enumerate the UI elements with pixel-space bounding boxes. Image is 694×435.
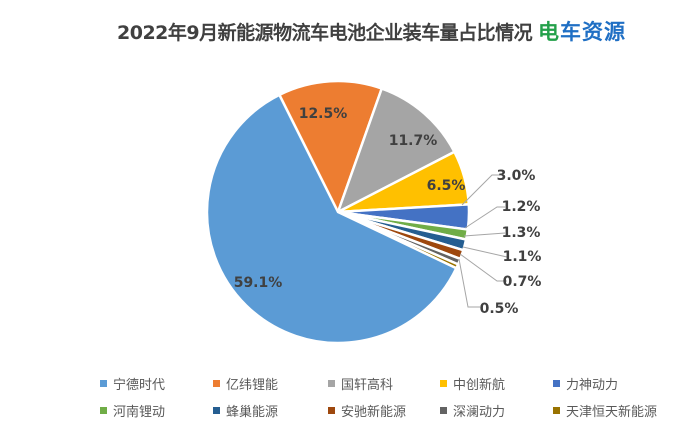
legend-swatch-icon <box>328 380 335 387</box>
legend-item: 河南锂动 <box>100 401 165 420</box>
data-label: 0.7% <box>503 274 542 290</box>
legend-label: 蜂巢能源 <box>226 405 279 420</box>
leader-line <box>463 232 506 237</box>
legend-label: 深澜动力 <box>453 405 506 420</box>
legend-swatch-icon <box>440 380 447 387</box>
legend-label: 中创新航 <box>453 378 506 393</box>
data-label: 11.7% <box>389 133 438 149</box>
chart-title: 2022年9月新能源物流车电池企业装车量占比情况 <box>117 22 533 44</box>
legend-item: 亿纬锂能 <box>213 374 278 393</box>
legend-item: 中创新航 <box>440 374 505 393</box>
data-label: 59.1% <box>234 275 283 291</box>
chart-header: 2022年9月新能源物流车电池企业装车量占比情况 电车资源 <box>0 14 694 48</box>
legend-item: 力神动力 <box>553 374 618 393</box>
logo-part-2: 车资源 <box>560 20 626 44</box>
legend-swatch-icon <box>440 407 447 414</box>
leader-line <box>464 206 505 229</box>
legend-item: 蜂巢能源 <box>213 401 278 420</box>
legend-swatch-icon <box>328 407 335 414</box>
leader-line <box>461 174 500 206</box>
legend-item: 宁德时代 <box>100 374 165 393</box>
legend-label: 天津恒天新能源 <box>566 405 658 420</box>
legend-item: 安驰新能源 <box>328 401 406 420</box>
legend-label: 力神动力 <box>566 378 619 393</box>
legend-swatch-icon <box>553 407 560 414</box>
data-label: 3.0% <box>497 168 536 184</box>
leader-line <box>458 258 480 308</box>
legend-label: 宁德时代 <box>113 378 166 393</box>
legend-swatch-icon <box>553 380 560 387</box>
legend-label: 河南锂动 <box>113 405 166 420</box>
legend-swatch-icon <box>213 407 220 414</box>
legend-item: 天津恒天新能源 <box>553 401 657 420</box>
pie-slice-9 <box>205 93 458 345</box>
brand-logo: 电车资源 <box>538 16 626 46</box>
legend-swatch-icon <box>100 407 107 414</box>
data-label: 1.2% <box>502 199 541 215</box>
legend-label: 安驰新能源 <box>341 405 407 420</box>
pie-slice-1 <box>336 87 456 214</box>
legend-label: 亿纬锂能 <box>226 378 279 393</box>
data-label: 1.3% <box>502 225 541 241</box>
pie-slice-0 <box>278 79 383 214</box>
legend-item: 深澜动力 <box>440 401 505 420</box>
data-label: 6.5% <box>427 178 466 194</box>
logo-part-1: 电 <box>538 20 560 44</box>
pie-slices <box>205 79 471 345</box>
legend-swatch-icon <box>100 380 107 387</box>
data-label: 12.5% <box>299 106 348 122</box>
legend-item: 国轩高科 <box>328 374 393 393</box>
legend-label: 国轩高科 <box>341 378 394 393</box>
leader-line <box>459 253 507 282</box>
data-label: 1.1% <box>503 249 542 265</box>
legend-swatch-icon <box>213 380 220 387</box>
data-label: 0.5% <box>480 301 519 317</box>
leader-line <box>462 246 508 258</box>
